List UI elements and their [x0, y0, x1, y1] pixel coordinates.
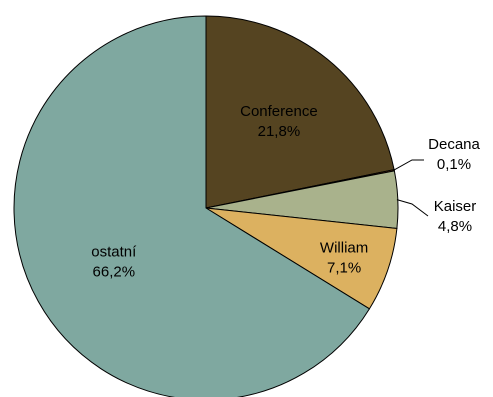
slices-layer: [13, 15, 399, 397]
leader-line-decana: [393, 159, 424, 171]
leader-line-kaiser: [396, 199, 429, 217]
data-label-value: 21,8%: [258, 123, 301, 140]
data-label-category: Decana: [428, 136, 480, 153]
data-label-category: Kaiser: [434, 198, 477, 215]
data-label-kaiser: Kaiser 4,8%: [434, 198, 477, 235]
data-label-value: 0,1%: [437, 156, 471, 173]
leader-lines-layer: [393, 159, 429, 217]
data-label-category: William: [320, 239, 368, 256]
data-label-conference: Conference 21,8%: [240, 103, 318, 140]
data-label-value: 4,8%: [438, 218, 472, 235]
data-label-category: Conference: [240, 103, 318, 120]
pie-slice-ostatní: [13, 15, 371, 397]
data-label-decana: Decana 0,1%: [428, 136, 480, 173]
pie-slice-conference: [205, 15, 395, 209]
data-labels-layer: Conference 21,8% Decana 0,1% Kaiser 4,8% Willi…: [91, 103, 480, 281]
data-label-category: ostatní: [91, 244, 137, 261]
data-label-value: 66,2%: [93, 264, 136, 281]
data-label-value: 7,1%: [327, 259, 361, 276]
data-label-ostatní: ostatní 66,2%: [91, 244, 137, 281]
data-label-william: William 7,1%: [320, 239, 368, 276]
